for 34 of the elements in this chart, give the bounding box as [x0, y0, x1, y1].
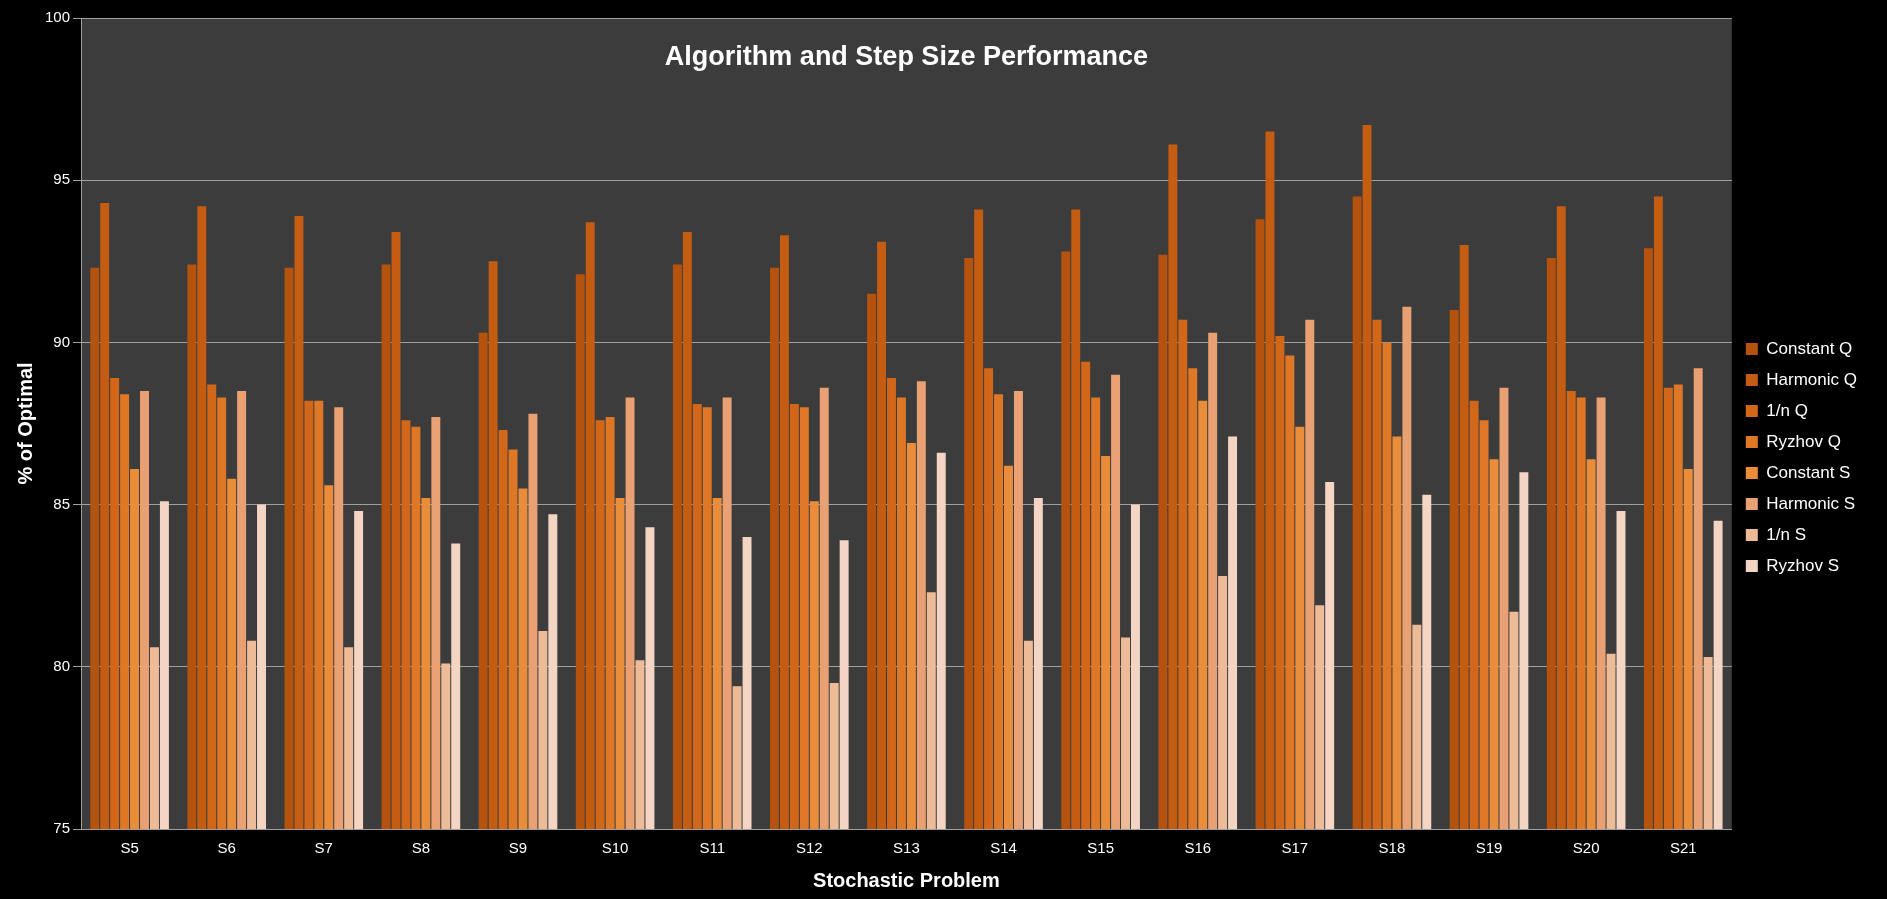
legend-label: 1/n S — [1766, 524, 1807, 544]
legend-label: Ryzhov Q — [1766, 431, 1841, 451]
x-tick-label: S16 — [1184, 839, 1212, 857]
x-tick-label: S7 — [314, 839, 333, 857]
y-axis-title: % of Optimal — [13, 362, 36, 485]
x-axis-title: Stochastic Problem — [813, 868, 1000, 891]
legend-label: Constant S — [1766, 462, 1851, 482]
legend-label: Harmonic Q — [1766, 369, 1857, 389]
x-tick-label: S8 — [411, 839, 431, 857]
y-tick-label: 100 — [45, 8, 71, 26]
y-tick-label: 90 — [53, 332, 71, 350]
legend-label: Constant Q — [1766, 338, 1853, 358]
x-tick-label: S6 — [217, 839, 236, 857]
x-tick-label: S19 — [1475, 839, 1503, 857]
x-tick-label: S9 — [508, 839, 528, 857]
legend-label: 1/n Q — [1766, 400, 1808, 420]
y-tick-label: 95 — [53, 170, 71, 188]
legend-label: Ryzhov S — [1766, 555, 1840, 575]
x-tick-label: S12 — [795, 839, 823, 857]
x-tick-label: S5 — [120, 839, 139, 857]
x-tick-label: S21 — [1669, 839, 1697, 857]
x-tick-label: S17 — [1281, 839, 1309, 857]
x-tick-label: S13 — [893, 839, 920, 857]
x-tick-label: S20 — [1572, 839, 1600, 857]
x-tick-label: S10 — [601, 839, 629, 857]
x-tick-label: S15 — [1087, 839, 1114, 857]
x-tick-label: S18 — [1378, 839, 1406, 857]
x-tick-label: S11 — [699, 839, 725, 857]
x-tick-label: S14 — [990, 839, 1017, 857]
legend-label: Harmonic S — [1766, 493, 1856, 513]
y-tick-label: 80 — [53, 656, 71, 674]
y-tick-label: 75 — [53, 819, 71, 837]
text: Algorithm and Step Size Performance — [664, 41, 1148, 72]
y-tick-label: 85 — [53, 494, 71, 512]
